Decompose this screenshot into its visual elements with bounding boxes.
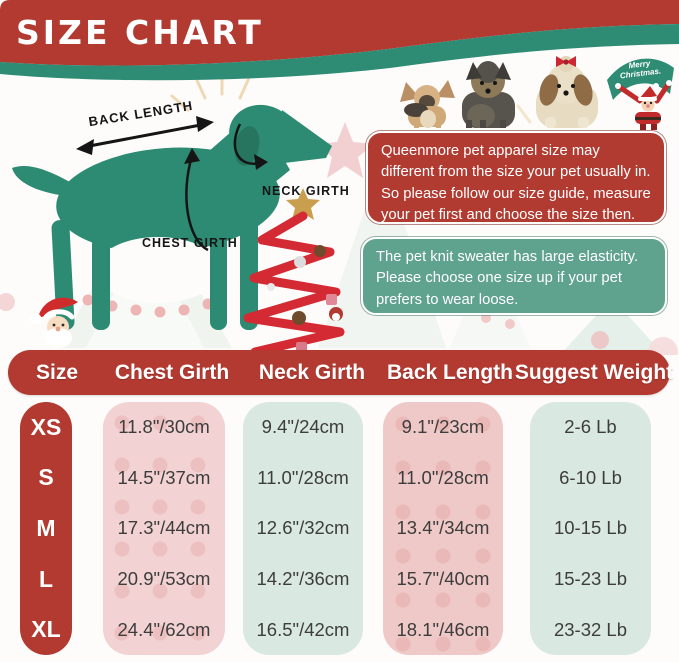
banner-green-wave [0,24,679,81]
neck-girth-cell: 14.2"/36cm [256,568,350,590]
sizing-note: Queenmore pet apparel size may different… [366,131,666,224]
ribbon-tree-illustration [243,188,345,355]
suggest-weight-cell: 23-32 Lb [553,618,628,640]
page-title: SIZE CHART [16,13,264,52]
size-cell: M [36,514,56,541]
back-length-cell: 18.1"/46cm [396,618,490,640]
neck-girth-cell: 16.5"/42cm [256,618,350,640]
back-length-cell: 13.4"/34cm [396,517,490,539]
column-header-size: Size [35,360,79,384]
suggest-weight-cell: 15-23 Lb [553,568,628,590]
size-cell: L [38,565,54,592]
dog-legs [51,126,260,330]
chest-girth-cell: 14.5"/37cm [117,466,211,488]
size-column: XS S M L XL [20,402,72,655]
chest-girth-cell: 11.8"/30cm [118,416,210,438]
neck-girth-label: NECK GIRTH [262,184,350,198]
chest-girth-cell: 17.3"/44cm [117,517,211,539]
banner-red-wave [0,0,679,66]
neck-girth-arrow [233,123,268,170]
neck-girth-column: 9.4"/24cm 11.0"/28cm 12.6"/32cm 14.2"/36… [243,402,363,655]
shih-tzu-photo [536,56,598,128]
chest-girth-column: 11.8"/30cm 14.5"/37cm 17.3"/44cm 20.9"/5… [103,402,225,655]
column-header-neck-girth: Neck Girth [258,360,366,384]
column-header-back-length: Back Length [386,360,514,384]
suggest-weight-column: 2-6 Lb 6-10 Lb 10-15 Lb 15-23 Lb 23-32 L… [530,402,651,655]
elasticity-note: The pet knit sweater has large elasticit… [361,237,667,315]
back-length-column: 9.1"/23cm 11.0"/28cm 13.4"/34cm 15.7"/40… [383,402,503,655]
neck-girth-cell: 9.4"/24cm [261,416,345,438]
dog-belly-gap [96,237,220,303]
size-cell: XS [30,413,62,440]
santa-with-sign-illustration [607,58,674,130]
back-length-arrow [76,116,214,155]
suggest-weight-cell: 10-15 Lb [553,517,628,539]
column-header-chest-girth: Chest Girth [114,360,230,384]
suggest-weight-cell: 2-6 Lb [564,416,617,438]
chest-girth-cell: 24.4"/62cm [117,618,211,640]
chihuahua-photo [400,80,455,128]
table-header-row: Size Chest Girth Neck Girth Back Length … [8,350,674,395]
neck-girth-cell: 11.0"/28cm [257,466,349,488]
neck-girth-cell: 12.6"/32cm [256,517,350,539]
suggest-weight-cell: 6-10 Lb [559,466,622,488]
chest-girth-arrow [184,148,209,252]
size-cell: XL [31,616,61,643]
back-length-cell: 9.1"/23cm [401,416,485,438]
chest-girth-cell: 20.9"/53cm [117,568,211,590]
size-cell: S [38,464,54,491]
background-sparkles [0,70,678,355]
santa-head-illustration [30,297,78,348]
chest-girth-label: CHEST GIRTH [142,236,238,250]
back-length-cell: 15.7"/40cm [396,568,490,590]
yorkie-photo [462,61,515,128]
column-header-suggest-weight: Suggest Weight [514,360,674,384]
back-length-cell: 11.0"/28cm [397,466,489,488]
top-banner [0,0,679,81]
